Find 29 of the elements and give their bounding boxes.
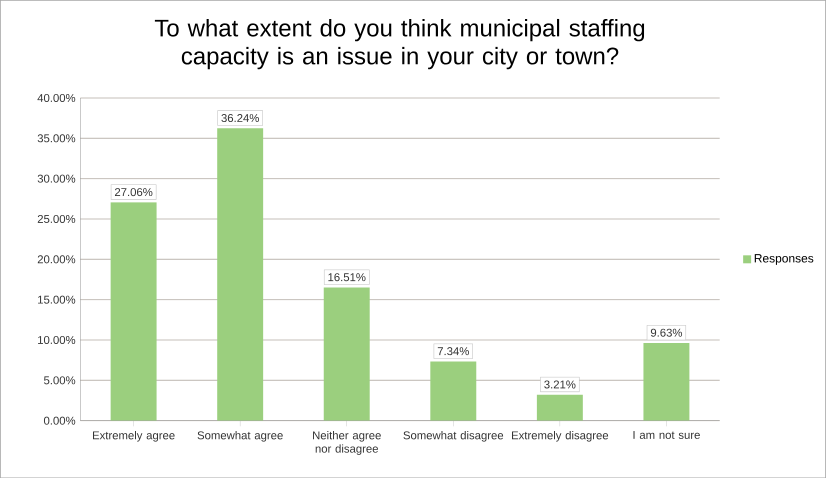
y-tick-label: 0.00% — [44, 416, 76, 424]
text: 7.34% — [438, 347, 469, 356]
y-tick-label: 5.00% — [44, 376, 76, 384]
x-tick-label: Extremely agree — [93, 430, 175, 442]
y-tick-label: 15.00% — [38, 295, 76, 304]
bar — [430, 361, 476, 420]
x-tick-label: Neither agree nor disagree — [313, 430, 381, 455]
bar — [110, 202, 157, 420]
legend-label: Responses — [754, 254, 814, 265]
y-tick-label: 35.00% — [38, 134, 76, 142]
chart-title: To what extent do you think municipal staffing capacity is an issue in your city or town? — [154, 18, 644, 70]
bar — [217, 128, 264, 420]
text: 9.63% — [650, 328, 682, 337]
x-tick-label: Somewhat agree — [198, 430, 283, 442]
y-tick-label: 25.00% — [38, 214, 76, 223]
y-tick-label: 20.00% — [38, 255, 76, 264]
bar — [536, 394, 583, 420]
text: 3.21% — [544, 380, 576, 388]
bar — [324, 287, 370, 420]
x-tick-label: Somewhat disagree — [403, 430, 504, 442]
text: 36.24% — [221, 114, 259, 122]
x-tick-label: I am not sure — [633, 430, 700, 439]
x-tick-label: Extremely disagree — [512, 430, 608, 442]
text: 16.51% — [328, 273, 366, 282]
y-tick-label: 40.00% — [37, 94, 76, 102]
y-tick-label: 30.00% — [38, 174, 76, 182]
bar — [643, 342, 690, 420]
y-tick-label: 10.00% — [38, 336, 76, 344]
text: 27.06% — [114, 188, 152, 196]
